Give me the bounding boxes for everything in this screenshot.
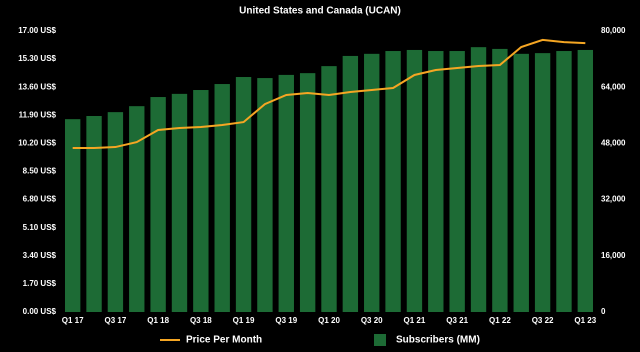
legend-label: Price Per Month — [186, 335, 262, 346]
x-tick-label: Q3 22 — [532, 316, 554, 325]
y2-tick-label: 16,000 — [601, 251, 626, 260]
x-tick-label: Q3 21 — [446, 316, 468, 325]
bar — [257, 78, 273, 312]
bar — [385, 51, 401, 313]
bar — [299, 73, 316, 313]
bar — [492, 48, 508, 312]
chart-title: United States and Canada (UCAN) — [239, 6, 401, 17]
bar — [428, 51, 444, 313]
x-tick-label: Q1 17 — [62, 316, 84, 325]
bar — [235, 77, 252, 312]
bar — [64, 119, 81, 312]
x-tick-label: Q1 23 — [574, 316, 596, 325]
y2-tick-label: 64,000 — [601, 82, 626, 91]
bar — [470, 47, 487, 312]
bar — [86, 116, 102, 312]
y2-tick-label: 80,000 — [601, 26, 626, 35]
x-tick-label: Q3 18 — [190, 316, 212, 325]
bar — [107, 112, 124, 312]
y-tick-label: 1.70 US$ — [23, 279, 57, 288]
bar — [171, 93, 188, 312]
bar — [406, 49, 423, 312]
bar — [364, 53, 380, 313]
bar — [129, 106, 145, 312]
y-tick-label: 6.80 US$ — [23, 195, 57, 204]
bar — [193, 90, 209, 312]
x-tick-label: Q3 17 — [105, 316, 127, 325]
bar — [278, 74, 294, 312]
x-tick-label: Q1 20 — [318, 316, 340, 325]
y-tick-label: 13.60 US$ — [18, 82, 56, 91]
x-tick-label: Q1 19 — [233, 316, 255, 325]
y-tick-label: 17.00 US$ — [18, 26, 56, 35]
y2-tick-label: 32,000 — [601, 195, 626, 204]
x-tick-label: Q3 20 — [361, 316, 383, 325]
bar — [150, 97, 166, 312]
bar — [577, 49, 594, 312]
bar — [321, 66, 337, 312]
line — [72, 38, 586, 150]
x-tick-label: Q1 18 — [147, 316, 169, 325]
y-tick-label: 5.10 US$ — [23, 223, 57, 232]
y2-tick-label: 0 — [601, 307, 606, 316]
y-tick-label: 15.30 US$ — [18, 54, 56, 63]
x-tick-label: Q1 21 — [404, 316, 426, 325]
y-tick-label: 8.50 US$ — [23, 167, 57, 176]
legend-label: Subscribers (MM) — [396, 335, 480, 346]
bar — [534, 53, 551, 312]
bar — [513, 53, 529, 313]
bar — [556, 51, 572, 313]
bar — [214, 84, 230, 312]
x-tick-label: Q1 22 — [489, 316, 511, 325]
y-tick-label: 11.90 US$ — [19, 110, 57, 119]
y2-tick-label: 48,000 — [601, 139, 626, 148]
x-tick-label: Q3 19 — [275, 316, 297, 325]
bar — [449, 51, 465, 313]
bar — [342, 55, 359, 312]
y-tick-label: 10.20 US$ — [18, 139, 56, 148]
y-tick-label: 3.40 US$ — [23, 251, 57, 260]
legend-swatch — [374, 334, 386, 346]
y-tick-label: 0.00 US$ — [23, 307, 57, 316]
